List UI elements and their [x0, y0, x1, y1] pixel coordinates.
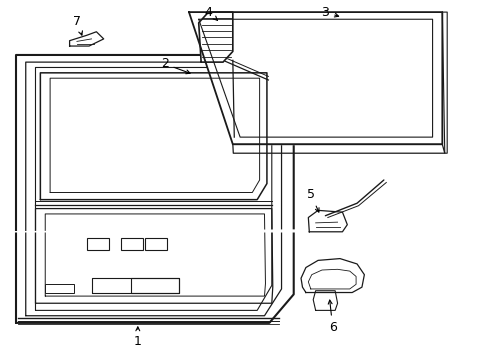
Polygon shape — [70, 32, 104, 46]
Text: 3: 3 — [321, 6, 339, 19]
Polygon shape — [189, 12, 442, 144]
Polygon shape — [174, 105, 203, 134]
Bar — [45, 284, 74, 293]
Text: 4: 4 — [204, 6, 218, 21]
Text: 1: 1 — [134, 327, 142, 348]
Polygon shape — [308, 210, 347, 232]
Text: 6: 6 — [328, 300, 337, 334]
Polygon shape — [1, 210, 490, 232]
Polygon shape — [301, 258, 365, 293]
Polygon shape — [308, 105, 347, 134]
Polygon shape — [313, 291, 338, 310]
Text: 5: 5 — [307, 188, 319, 212]
Bar — [121, 238, 143, 249]
Text: 2: 2 — [161, 57, 190, 74]
Polygon shape — [16, 55, 294, 323]
Bar — [145, 238, 167, 249]
Polygon shape — [199, 12, 233, 62]
Text: 7: 7 — [73, 14, 82, 35]
Bar — [87, 238, 109, 249]
